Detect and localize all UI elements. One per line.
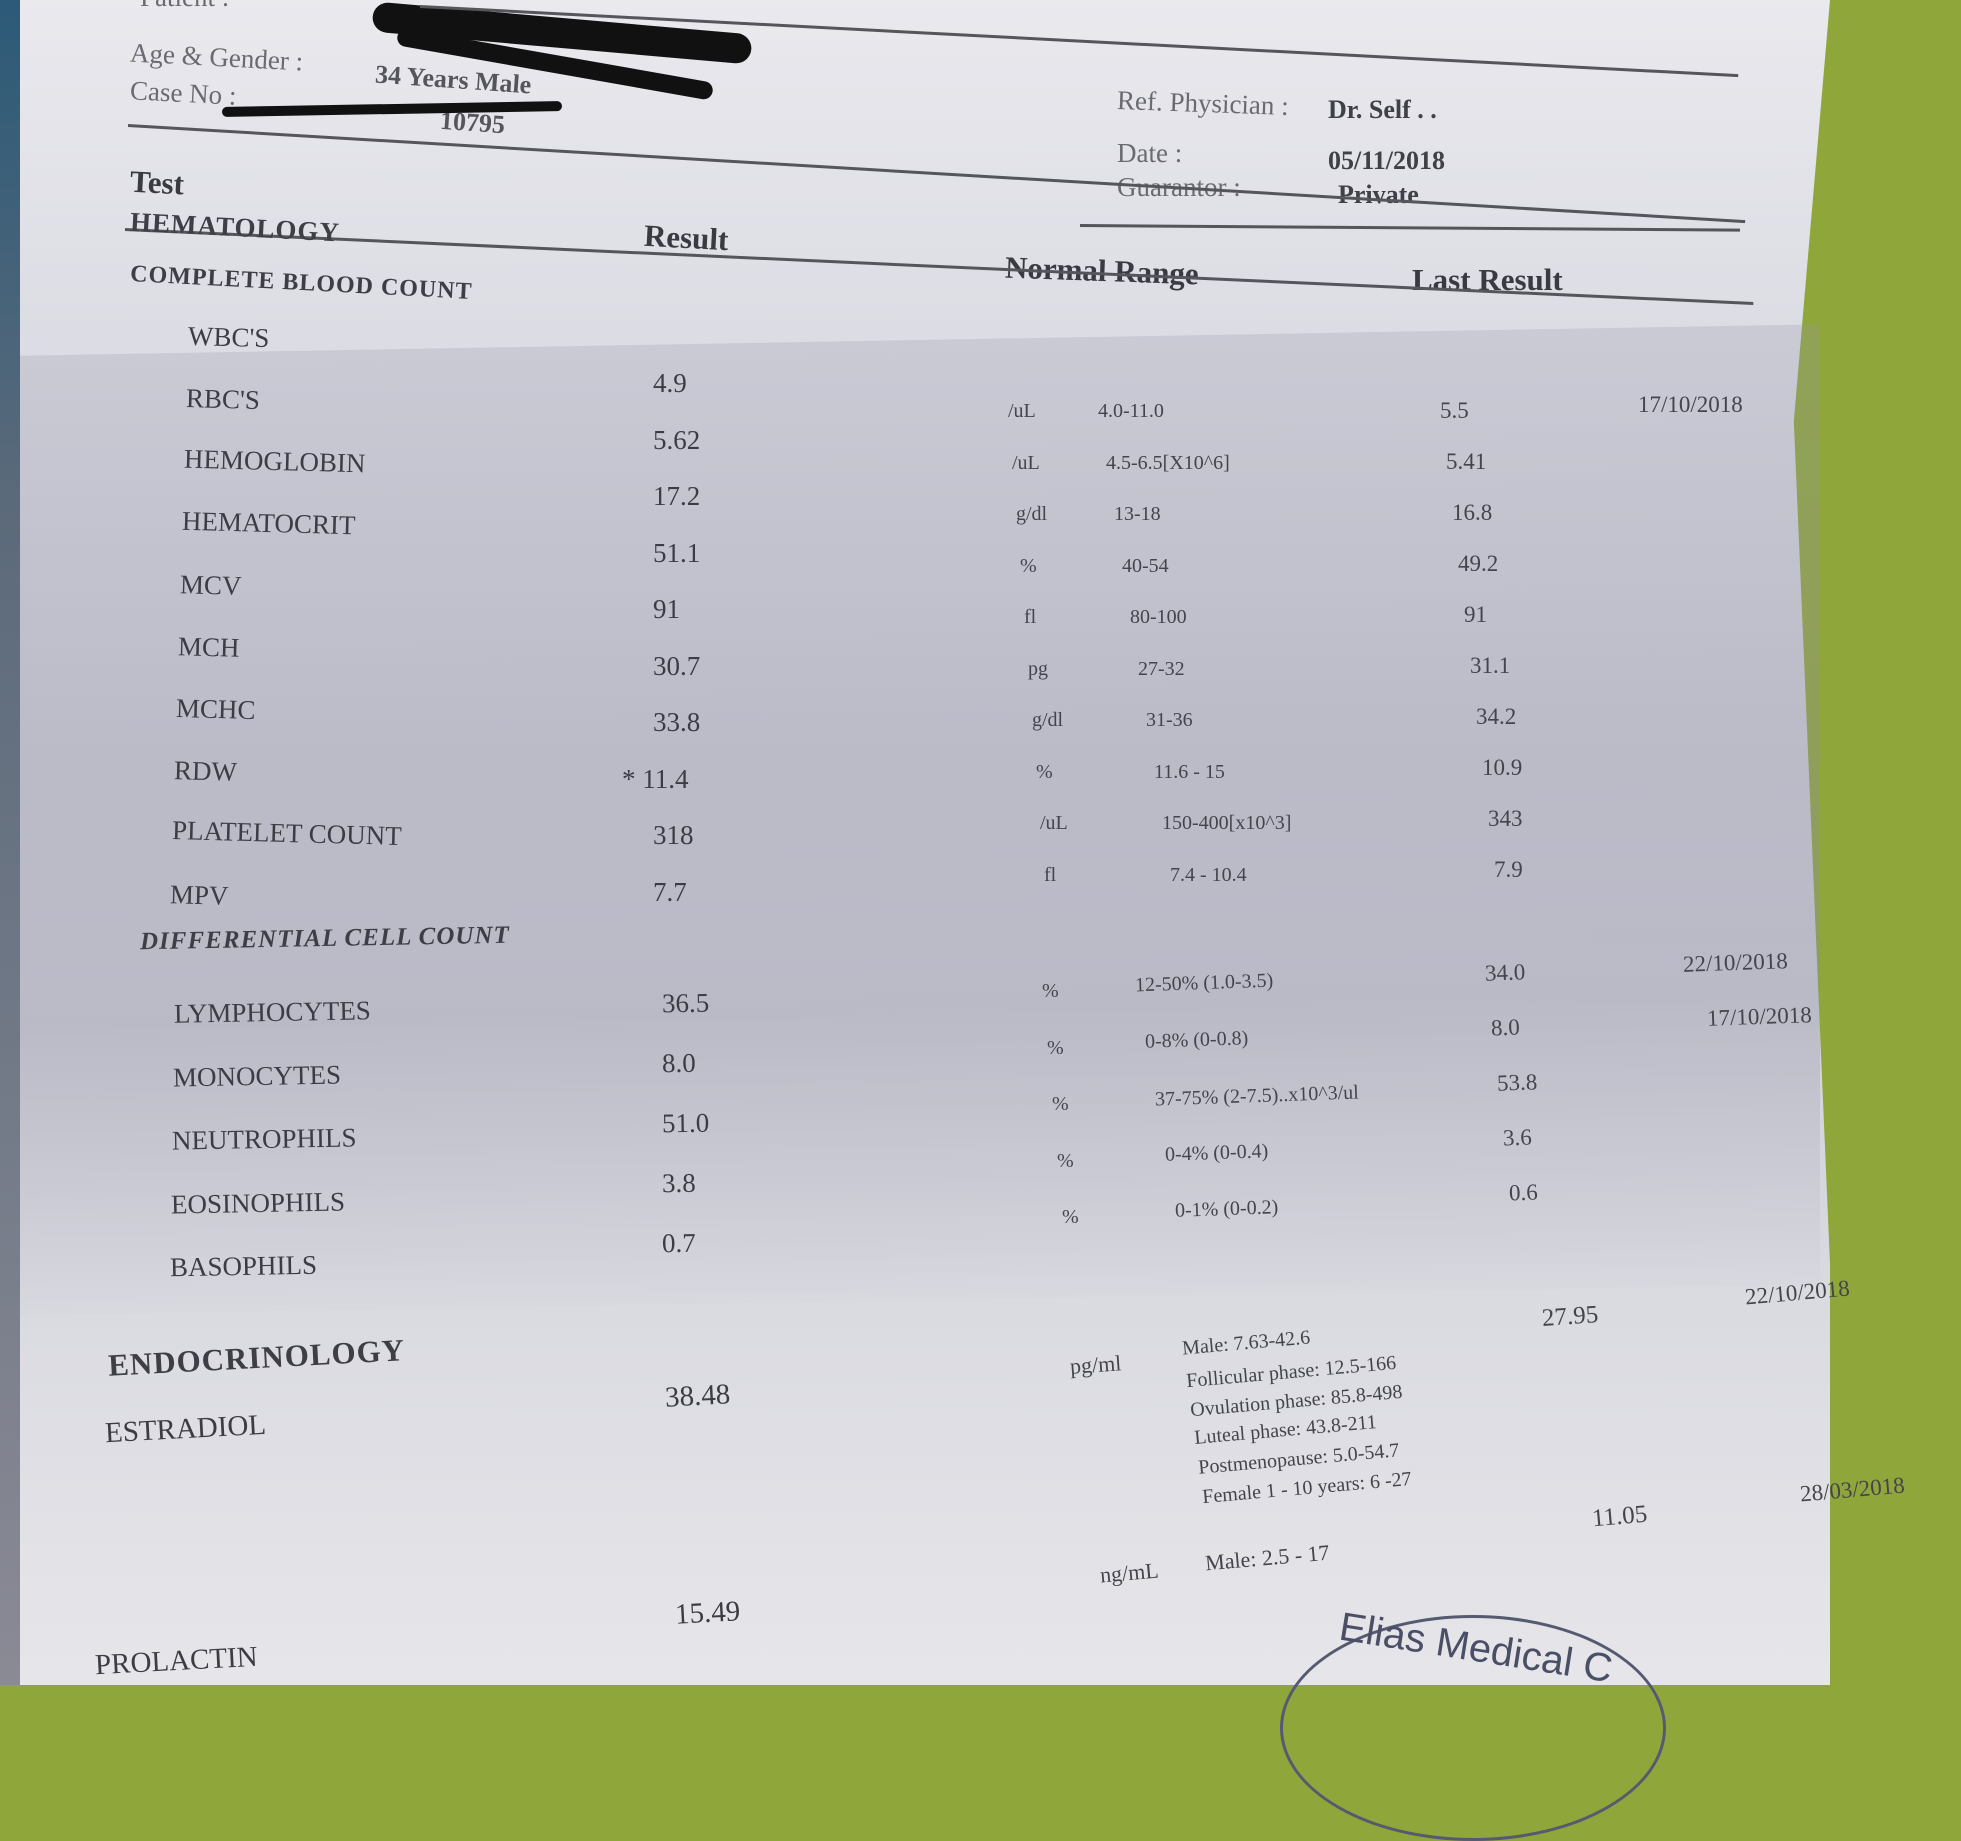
test-name: HEMOGLOBIN xyxy=(183,443,366,479)
last-result: 3.6 xyxy=(1502,1124,1533,1151)
unit: pg xyxy=(1028,657,1048,680)
last-result: 5.41 xyxy=(1446,449,1487,474)
test-name: RBC'S xyxy=(185,383,261,415)
result-value: 33.8 xyxy=(653,707,701,737)
last-result: 53.8 xyxy=(1496,1069,1538,1096)
last-result: 34.2 xyxy=(1476,704,1517,729)
result-value: 36.5 xyxy=(661,987,710,1019)
unit: g/dl xyxy=(1016,503,1048,525)
result-estradiol: 38.48 xyxy=(664,1378,732,1414)
patient-label: Patient : xyxy=(140,0,229,13)
unit: /uL xyxy=(1008,400,1036,422)
result-value: * 11.4 xyxy=(622,763,689,794)
unit: % xyxy=(1042,980,1059,1002)
unit: g/dl xyxy=(1032,709,1064,731)
last-result: 10.9 xyxy=(1482,755,1523,780)
test-name: MPV xyxy=(169,879,229,911)
test-name: BASOPHILS xyxy=(169,1249,318,1283)
last-result: 34.0 xyxy=(1484,959,1526,986)
last-result: 0.6 xyxy=(1508,1179,1539,1206)
last-result: 5.5 xyxy=(1440,398,1469,423)
date-label: Date : xyxy=(1117,138,1183,168)
test-name: PLATELET COUNT xyxy=(171,814,403,852)
normal-range: 150-400[x10^3] xyxy=(1162,812,1292,834)
last-result-date: 17/10/2018 xyxy=(1638,392,1743,417)
test-name: MCHC xyxy=(175,692,256,726)
normal-range: 11.6 - 15 xyxy=(1154,760,1225,783)
result-value: 4.9 xyxy=(653,368,687,398)
case-no-label: Case No : xyxy=(129,75,238,111)
test-name: EOSINOPHILS xyxy=(170,1185,346,1220)
unit: % xyxy=(1062,1206,1079,1228)
last-result: 31.1 xyxy=(1470,653,1511,678)
normal-range: 80-100 xyxy=(1130,606,1187,628)
lab-report-paper xyxy=(20,0,1830,1685)
normal-range: 31-36 xyxy=(1146,709,1193,731)
last-result: 16.8 xyxy=(1452,500,1493,525)
test-name: MCH xyxy=(177,631,240,663)
last-result-estradiol: 27.95 xyxy=(1541,1301,1600,1332)
result-value: 17.2 xyxy=(653,481,701,511)
normal-range: 40-54 xyxy=(1122,554,1169,577)
column-test: Test xyxy=(129,163,185,202)
test-name: MCV xyxy=(179,569,242,601)
unit: fl xyxy=(1044,863,1057,886)
normal-range: 0-4% (0-0.4) xyxy=(1164,1139,1269,1166)
normal-range: 13-18 xyxy=(1114,503,1161,525)
result-value: 8.0 xyxy=(661,1047,697,1079)
normal-range: 12-50% (1.0-3.5) xyxy=(1134,969,1274,997)
result-value: 0.7 xyxy=(661,1227,697,1259)
result-value: 5.62 xyxy=(653,424,701,455)
unit: /uL xyxy=(1040,812,1068,834)
unit-estradiol: pg/ml xyxy=(1069,1350,1123,1379)
result-value: 7.7 xyxy=(653,876,687,907)
last-result: 343 xyxy=(1488,806,1523,831)
normal-range: 4.0-11.0 xyxy=(1098,400,1164,422)
ref-physician-label: Ref. Physician : xyxy=(1116,85,1290,121)
last-result: 8.0 xyxy=(1490,1014,1521,1041)
last-result: 49.2 xyxy=(1458,551,1499,576)
result-prolactin: 15.49 xyxy=(674,1595,742,1631)
result-value: 318 xyxy=(653,820,694,850)
last-result: 7.9 xyxy=(1494,857,1523,882)
result-value: 91 xyxy=(653,594,680,624)
result-value: 3.8 xyxy=(661,1167,697,1199)
normal-range: 0-8% (0-0.8) xyxy=(1144,1026,1249,1053)
ref-physician-value: Dr. Self . . xyxy=(1328,95,1437,124)
medical-center-stamp: Elias Medical C xyxy=(1280,1605,1666,1841)
unit: % xyxy=(1057,1149,1074,1172)
unit: /uL xyxy=(1012,451,1040,474)
unit-prolactin: ng/mL xyxy=(1098,1557,1160,1588)
result-value: 51.1 xyxy=(653,537,701,568)
unit: % xyxy=(1052,1093,1069,1115)
test-name: RDW xyxy=(173,755,238,787)
test-name: WBC'S xyxy=(187,320,270,354)
last-result-date: 17/10/2018 xyxy=(1706,1002,1813,1031)
test-name: HEMATOCRIT xyxy=(181,505,356,541)
last-result-date: 22/10/2018 xyxy=(1682,948,1789,977)
unit: % xyxy=(1047,1036,1064,1059)
result-value: 51.0 xyxy=(661,1107,710,1139)
last-result: 91 xyxy=(1464,602,1487,627)
date-value: 05/11/2018 xyxy=(1328,146,1446,175)
unit: % xyxy=(1020,554,1037,577)
normal-range: 0-1% (0-0.2) xyxy=(1174,1196,1279,1222)
normal-range: 27-32 xyxy=(1138,657,1185,680)
unit: % xyxy=(1036,760,1053,783)
test-name: MONOCYTES xyxy=(172,1059,342,1092)
test-name: NEUTROPHILS xyxy=(171,1122,357,1156)
guarantor-value: Private xyxy=(1338,180,1419,209)
last-result-prolactin: 11.05 xyxy=(1590,1500,1649,1533)
test-name: LYMPHOCYTES xyxy=(173,995,372,1029)
result-value: 30.7 xyxy=(653,650,701,681)
unit: fl xyxy=(1024,606,1037,628)
normal-range: 7.4 - 10.4 xyxy=(1170,863,1247,886)
normal-range: 4.5-6.5[X10^6] xyxy=(1106,451,1230,474)
